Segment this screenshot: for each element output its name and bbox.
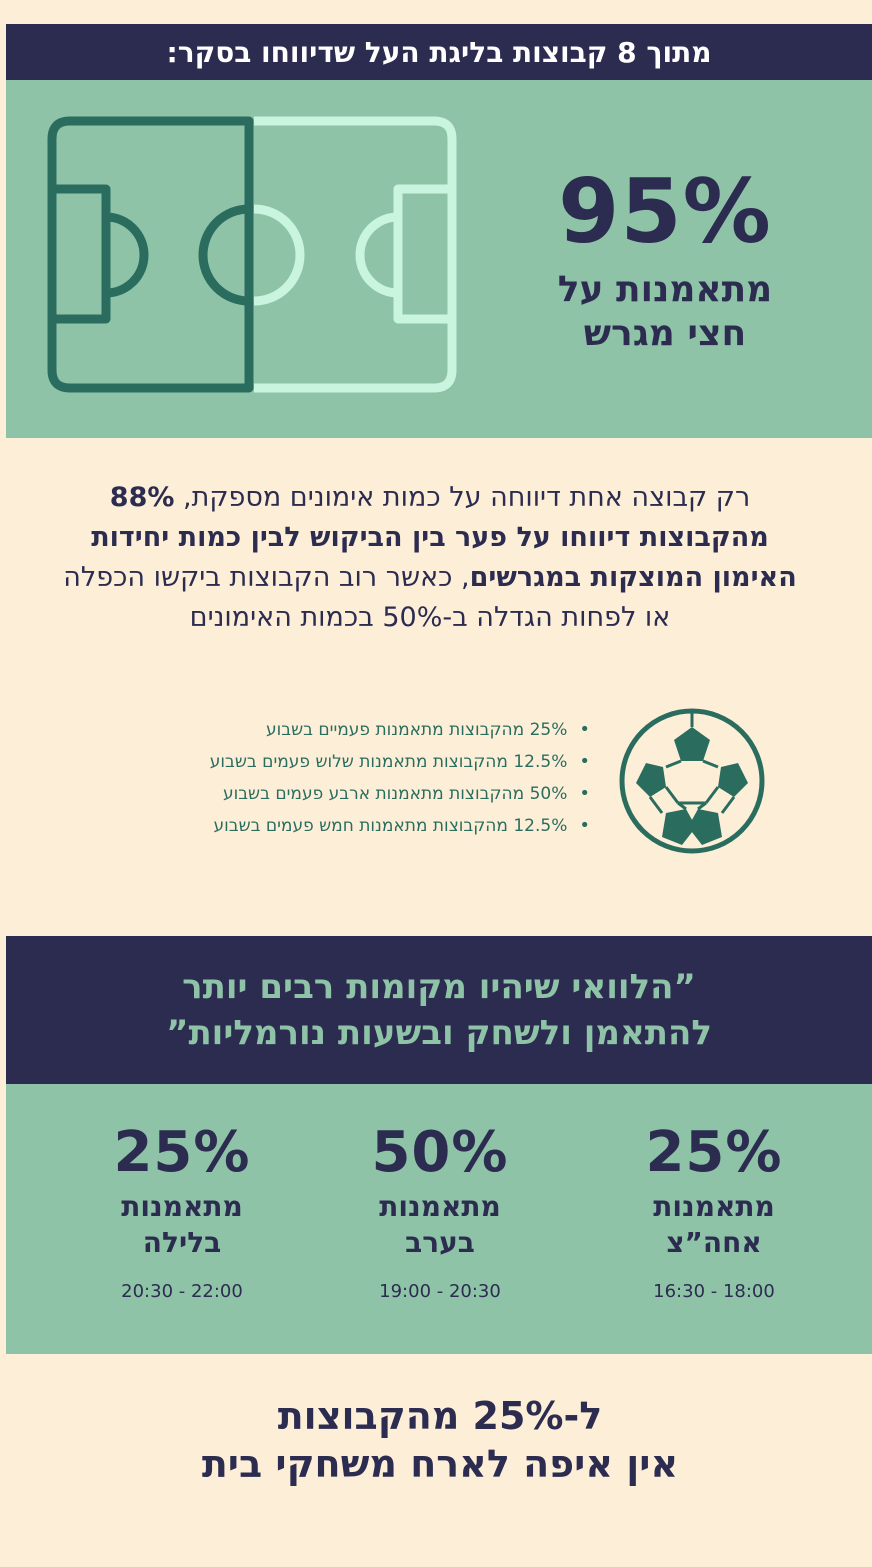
- time-slot-label: מתאמנות אחה”צ: [594, 1189, 834, 1261]
- final-statement: ל-25% מהקבוצות אין איפה לארח משחקי בית: [60, 1392, 820, 1488]
- field-stat-caption-line2: חצי מגרש: [583, 313, 747, 354]
- time-slot-value: 25%: [113, 1120, 251, 1185]
- frequency-list: 25% מהקבוצות מתאמנות פעמיים בשבוע 12.5% …: [90, 714, 590, 842]
- frequency-item: 25% מהקבוצות מתאמנות פעמיים בשבוע: [90, 714, 590, 746]
- frequency-item: 12.5% מהקבוצות מתאמנות שלוש פעמים בשבוע: [90, 746, 590, 778]
- time-slot-label: מתאמנות בלילה: [62, 1189, 302, 1261]
- time-slot-night: 25% מתאמנות בלילה 20:30 - 22:00: [62, 1120, 302, 1302]
- time-slot-label-line1: מתאמנות: [121, 1190, 243, 1223]
- time-slot-value: 50%: [371, 1120, 509, 1185]
- field-stat-caption: מתאמנות על חצי מגרש: [520, 268, 810, 356]
- final-line1: ל-25% מהקבוצות: [277, 1394, 603, 1438]
- time-slot-label-line2: בלילה: [142, 1226, 222, 1259]
- time-slot-evening: 50% מתאמנות בערב 19:00 - 20:30: [320, 1120, 560, 1302]
- field-stat-panel: [6, 80, 872, 438]
- time-slot-label-line2: אחה”צ: [666, 1226, 762, 1259]
- time-slot-label-line1: מתאמנות: [653, 1190, 775, 1223]
- summary-part2: , כאשר רוב הקבוצות ביקשו הכפלה או לפחות …: [63, 562, 671, 633]
- time-slot-hours: 16:30 - 18:00: [653, 1281, 775, 1302]
- time-slot-label-line1: מתאמנות: [379, 1190, 501, 1223]
- summary-paragraph: רק קבוצה אחת דיווחה על כמות אימונים מספק…: [60, 478, 800, 638]
- summary-part1: רק קבוצה אחת דיווחה על כמות אימונים מספק…: [174, 482, 751, 513]
- soccer-pitch-icon: [47, 116, 457, 393]
- soccer-ball-icon: [619, 708, 765, 854]
- time-slot-afternoon: 25% מתאמנות אחה”צ 16:30 - 18:00: [594, 1120, 834, 1302]
- frequency-item: 50% מהקבוצות מתאמנות ארבע פעמים בשבוע: [90, 778, 590, 810]
- field-stat-value: 95%: [558, 160, 772, 263]
- header-title: מתוך 8 קבוצות בליגת העל שדיווחו בסקר:: [166, 35, 712, 69]
- field-stat-caption-line1: מתאמנות על: [557, 269, 773, 310]
- frequency-item: 12.5% מהקבוצות מתאמנות חמש פעמים בשבוע: [90, 810, 590, 842]
- quote-line1: ”הלוואי שיהיו מקומות רבים יותר: [182, 967, 696, 1007]
- final-line2: אין איפה לארח משחקי בית: [201, 1442, 679, 1486]
- summary-bold: 88% מהקבוצות דיווחו על פער בין הביקוש לב…: [91, 482, 797, 593]
- time-slot-hours: 19:00 - 20:30: [379, 1281, 501, 1302]
- time-slot-value: 25%: [645, 1120, 783, 1185]
- time-slot-label-line2: בערב: [405, 1226, 475, 1259]
- quote-banner: ”הלוואי שיהיו מקומות רבים יותר להתאמן ול…: [6, 936, 872, 1084]
- header-banner: מתוך 8 קבוצות בליגת העל שדיווחו בסקר:: [6, 24, 872, 80]
- time-slots-panel: [6, 1084, 872, 1354]
- time-slot-hours: 20:30 - 22:00: [121, 1281, 243, 1302]
- time-slot-label: מתאמנות בערב: [320, 1189, 560, 1261]
- quote-line2: להתאמן ולשחק ובשעות נורמליות”: [166, 1013, 712, 1053]
